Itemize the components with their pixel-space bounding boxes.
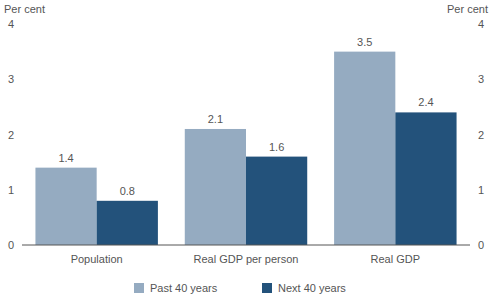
bar: [35, 168, 96, 245]
data-label: 3.5: [357, 36, 372, 48]
bars: [35, 52, 456, 245]
bar: [185, 129, 246, 245]
x-axis-line: [22, 245, 470, 246]
bar: [97, 201, 158, 245]
data-label: 2.4: [418, 96, 433, 108]
y2-tick-label: 2: [478, 129, 484, 141]
data-label: 0.8: [120, 185, 135, 197]
y-tick-label: 3: [8, 73, 14, 85]
y-tick-label: 2: [8, 129, 14, 141]
data-label: 1.6: [269, 141, 284, 153]
y-axis-title: Per cent: [4, 3, 45, 15]
legend-swatch: [134, 283, 144, 293]
y2-tick-label: 0: [478, 239, 484, 251]
y2-axis-title: Per cent: [447, 3, 488, 15]
legend-label: Past 40 years: [150, 282, 218, 294]
y-tick-label: 1: [8, 184, 14, 196]
y2-tick-label: 3: [478, 73, 484, 85]
x-tick-label: Real GDP per person: [194, 253, 299, 265]
data-label: 2.1: [208, 113, 223, 125]
bar: [246, 157, 307, 245]
legend: Past 40 years Next 40 years: [134, 282, 346, 294]
x-tick-label: Real GDP: [371, 253, 421, 265]
legend-swatch: [262, 283, 272, 293]
y2-tick-label: 1: [478, 184, 484, 196]
legend-label: Next 40 years: [278, 282, 346, 294]
y-tick-label: 0: [8, 239, 14, 251]
y2-tick-label: 4: [478, 18, 484, 30]
bar: [334, 52, 395, 245]
y-tick-label: 4: [8, 18, 14, 30]
bar: [395, 112, 456, 245]
chart: Per cent Per cent 0 1 2 3 4 0 1 2 3 4 1.4 2.1 3.5 0.8 1.…: [0, 0, 492, 303]
x-tick-label: Population: [71, 253, 123, 265]
data-label: 1.4: [58, 152, 73, 164]
